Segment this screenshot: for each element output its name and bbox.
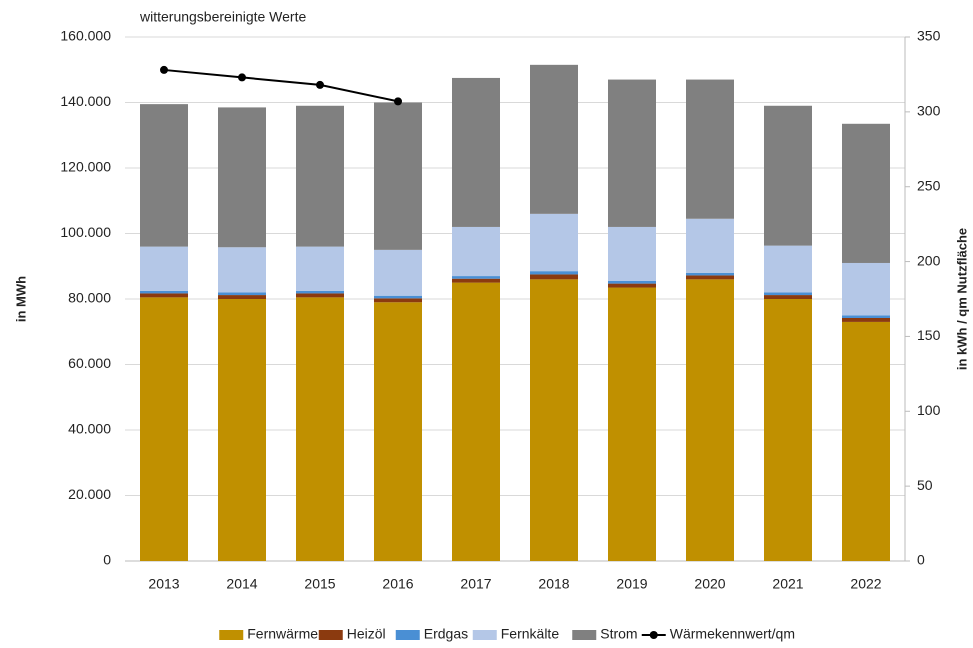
y2-axis-label: in kWh / qm Nutzfläche	[954, 228, 969, 370]
bar-segment	[140, 293, 188, 298]
bar-segment	[296, 297, 344, 561]
legend-swatch	[572, 630, 597, 640]
legend-label: Wärmekennwert/qm	[670, 626, 795, 642]
bar-segment	[452, 77, 500, 227]
legend-marker	[649, 631, 658, 639]
legend-label: Strom	[600, 626, 637, 642]
legend-label: Fernkälte	[501, 626, 560, 642]
bar-segment	[686, 218, 734, 273]
annotation: witterungsbereinigte Werte	[139, 9, 306, 25]
x-tick-label: 2015	[304, 576, 335, 592]
bar-segment	[296, 246, 344, 291]
bar-segment	[296, 293, 344, 298]
x-tick-label: 2020	[694, 576, 725, 592]
bar-segment	[218, 107, 266, 248]
y2-tick-label: 0	[917, 552, 925, 568]
bar-segment	[842, 262, 890, 316]
bar-segment	[530, 213, 578, 272]
bar-segment	[608, 226, 656, 281]
bar-segment	[764, 292, 812, 296]
bar-segment	[764, 245, 812, 293]
legend-swatch	[395, 630, 420, 640]
y2-tick-label: 300	[917, 103, 941, 119]
bar-segment	[140, 297, 188, 561]
line-marker	[394, 97, 402, 106]
y2-tick-label: 350	[917, 28, 941, 44]
bar-segment	[530, 64, 578, 214]
bar-segment	[140, 246, 188, 291]
y2-tick-label: 100	[917, 402, 941, 418]
bar-segment	[218, 247, 266, 293]
bar-segment	[608, 79, 656, 227]
line-marker	[316, 80, 324, 89]
bar-segment	[608, 283, 656, 288]
legend-label: Fernwärme	[247, 626, 318, 642]
legend-swatch	[318, 630, 343, 640]
x-tick-label: 2016	[382, 576, 413, 592]
x-tick-label: 2013	[148, 576, 179, 592]
y2-tick-label: 200	[917, 252, 941, 268]
bar-segment	[530, 279, 578, 561]
y-tick-label: 100.000	[60, 224, 111, 240]
y-tick-label: 140.000	[60, 93, 111, 109]
bar-segment	[218, 292, 266, 296]
bar-segment	[452, 278, 500, 283]
bar-segment	[530, 274, 578, 280]
bar-segment	[764, 105, 812, 246]
y2-tick-label: 50	[917, 477, 933, 493]
bar-segment	[842, 317, 890, 322]
y-tick-label: 60.000	[68, 355, 111, 371]
bar-segment	[452, 226, 500, 277]
bar-segment	[374, 102, 422, 250]
line-marker	[160, 65, 168, 74]
bar-segment	[374, 249, 422, 296]
y-tick-label: 20.000	[68, 486, 111, 502]
legend-label: Heizöl	[347, 626, 386, 642]
x-tick-label: 2021	[772, 576, 803, 592]
bar-segment	[764, 299, 812, 561]
line	[163, 68, 399, 103]
bar-segment	[842, 123, 890, 263]
bar-segment	[452, 282, 500, 561]
bar-segment	[140, 290, 188, 294]
bar-segment	[686, 272, 734, 276]
y-tick-label: 80.000	[68, 290, 111, 306]
y-axis-label: in MWh	[13, 276, 28, 322]
bar-segment	[842, 315, 890, 318]
bar-segment	[686, 79, 734, 219]
bar-segment	[218, 299, 266, 561]
bar-segment	[608, 287, 656, 561]
bar-segment	[296, 290, 344, 294]
bar-segment	[686, 275, 734, 280]
x-tick-label: 2018	[538, 576, 569, 592]
legend-swatch	[219, 630, 244, 640]
bar-segment	[140, 104, 188, 247]
bar-segment	[686, 279, 734, 561]
bar-segment	[218, 295, 266, 299]
y-tick-label: 160.000	[60, 28, 111, 44]
x-tick-label: 2014	[226, 576, 257, 592]
x-tick-label: 2017	[460, 576, 491, 592]
bar-segment	[842, 321, 890, 561]
x-tick-label: 2019	[616, 576, 647, 592]
legend-swatch	[472, 630, 497, 640]
bar-segment	[530, 271, 578, 275]
bar-segment	[452, 276, 500, 279]
y2-tick-label: 250	[917, 177, 941, 193]
legend-label: Erdgas	[424, 626, 468, 642]
bar-segment	[764, 295, 812, 299]
bar-segment	[374, 295, 422, 299]
bar-segment	[608, 280, 656, 284]
bar-segment	[374, 298, 422, 303]
bar-segment	[374, 302, 422, 561]
x-tick-label: 2022	[850, 576, 881, 592]
y-tick-label: 40.000	[68, 421, 111, 437]
y-tick-label: 120.000	[60, 159, 111, 175]
y2-tick-label: 150	[917, 327, 941, 343]
y-tick-label: 0	[103, 552, 111, 568]
bar-segment	[296, 105, 344, 247]
line-marker	[238, 73, 246, 82]
